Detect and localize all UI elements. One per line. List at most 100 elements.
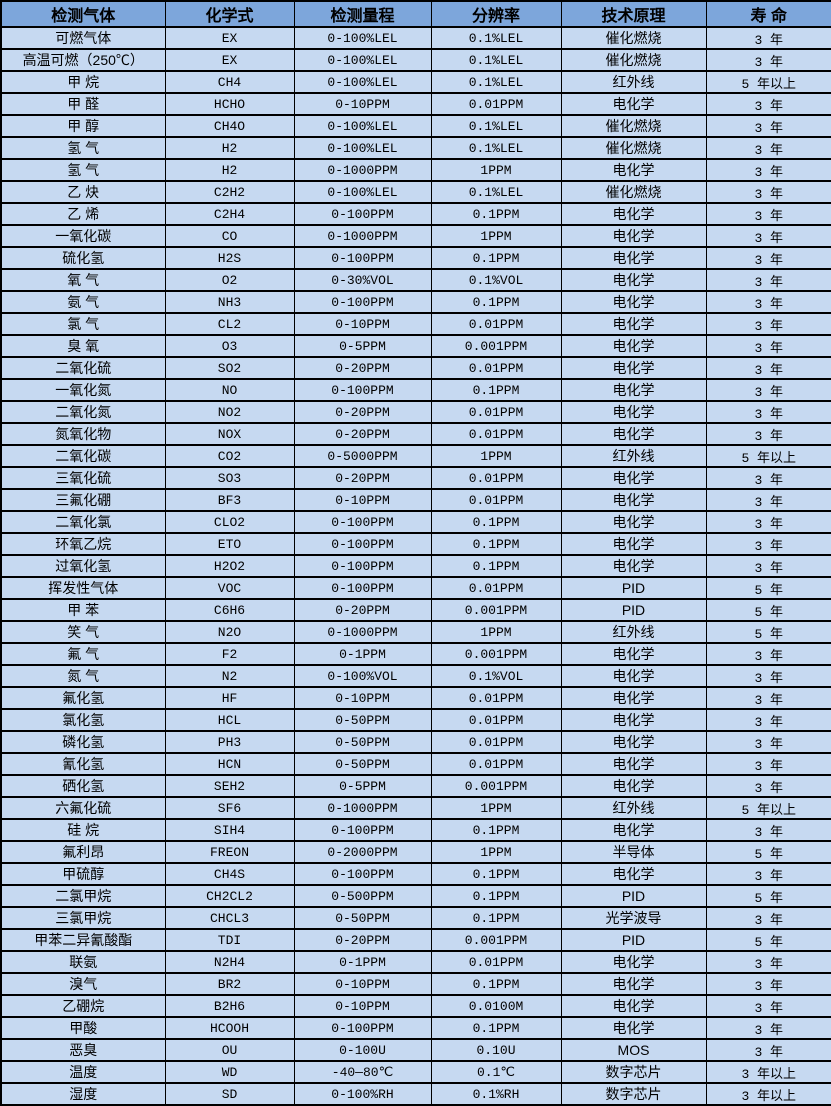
cell-lifespan: 5 年 xyxy=(705,928,831,952)
cell-principle: 电化学 xyxy=(560,554,707,578)
cell-lifespan: 3 年 xyxy=(705,202,831,226)
cell-formula: BR2 xyxy=(164,972,295,996)
cell-lifespan: 3 年 xyxy=(705,92,831,116)
cell-principle: 电化学 xyxy=(560,290,707,314)
cell-lifespan: 5 年 xyxy=(705,884,831,908)
cell-range: 0-10PPM xyxy=(293,92,432,116)
cell-principle: 电化学 xyxy=(560,158,707,182)
table-row: 氢 气 H2 0-1000PPM 1PPM 电化学 3 年 xyxy=(0,158,831,182)
header-cell: 技术原理 xyxy=(560,0,707,28)
cell-formula: CL2 xyxy=(164,312,295,336)
header-cell: 检测量程 xyxy=(293,0,432,28)
cell-gas-name: 二氧化氯 xyxy=(0,510,166,534)
cell-range: 0-30%VOL xyxy=(293,268,432,292)
cell-range: 0-100%LEL xyxy=(293,136,432,160)
cell-range: 0-100PPM xyxy=(293,862,432,886)
cell-range: 0-100PPM xyxy=(293,532,432,556)
table-row: 湿度 SD 0-100%RH 0.1%RH 数字芯片 3 年以上 xyxy=(0,1082,831,1106)
table-row: 硅 烷 SIH4 0-100PPM 0.1PPM 电化学 3 年 xyxy=(0,818,831,842)
cell-formula: TDI xyxy=(164,928,295,952)
cell-range: 0-1000PPM xyxy=(293,620,432,644)
cell-formula: C2H4 xyxy=(164,202,295,226)
cell-gas-name: 氧 气 xyxy=(0,268,166,292)
table-header: 检测气体 化学式 检测量程 分辨率 技术原理寿 命 xyxy=(0,0,831,28)
cell-range: 0-20PPM xyxy=(293,356,432,380)
cell-principle: 电化学 xyxy=(560,356,707,380)
cell-range: 0-20PPM xyxy=(293,928,432,952)
cell-formula: SD xyxy=(164,1082,295,1106)
cell-resolution: 0.001PPM xyxy=(430,334,562,358)
cell-resolution: 0.1PPM xyxy=(430,202,562,226)
cell-formula: PH3 xyxy=(164,730,295,754)
cell-principle: 数字芯片 xyxy=(560,1082,707,1106)
table-row: 氮 气 N2 0-100%VOL 0.1%VOL 电化学 3 年 xyxy=(0,664,831,688)
table-row: 氨 气 NH3 0-100PPM 0.1PPM 电化学 3 年 xyxy=(0,290,831,314)
header-row: 检测气体 化学式 检测量程 分辨率 技术原理寿 命 xyxy=(0,0,831,28)
table-row: 溴气 BR2 0-10PPM 0.1PPM 电化学 3 年 xyxy=(0,972,831,996)
table-row: 甲硫醇 CH4S 0-100PPM 0.1PPM 电化学 3 年 xyxy=(0,862,831,886)
cell-lifespan: 3 年 xyxy=(705,158,831,182)
table-row: 一氧化氮 NO 0-100PPM 0.1PPM 电化学 3 年 xyxy=(0,378,831,402)
table-row: 温度 WD -40—80℃ 0.1℃ 数字芯片 3 年以上 xyxy=(0,1060,831,1084)
cell-lifespan: 3 年 xyxy=(705,862,831,886)
table-row: 挥发性气体 VOC 0-100PPM 0.01PPM PID 5 年 xyxy=(0,576,831,600)
cell-gas-name: 温度 xyxy=(0,1060,166,1084)
cell-formula: HCOOH xyxy=(164,1016,295,1040)
cell-principle: 电化学 xyxy=(560,752,707,776)
cell-lifespan: 5 年 xyxy=(705,576,831,600)
cell-range: 0-10PPM xyxy=(293,972,432,996)
cell-principle: 电化学 xyxy=(560,532,707,556)
cell-formula: NH3 xyxy=(164,290,295,314)
cell-gas-name: 氮氧化物 xyxy=(0,422,166,446)
cell-range: 0-2000PPM xyxy=(293,840,432,864)
cell-resolution: 0.01PPM xyxy=(430,422,562,446)
cell-formula: O3 xyxy=(164,334,295,358)
cell-formula: SO2 xyxy=(164,356,295,380)
cell-principle: 电化学 xyxy=(560,312,707,336)
table-row: 甲酸 HCOOH 0-100PPM 0.1PPM 电化学 3 年 xyxy=(0,1016,831,1040)
cell-range: 0-20PPM xyxy=(293,422,432,446)
cell-range: -40—80℃ xyxy=(293,1060,432,1084)
cell-range: 0-50PPM xyxy=(293,752,432,776)
cell-principle: PID xyxy=(560,928,707,952)
cell-gas-name: 一氧化氮 xyxy=(0,378,166,402)
cell-range: 0-100%LEL xyxy=(293,48,432,72)
header-cell: 检测气体 xyxy=(0,0,166,28)
cell-resolution: 0.01PPM xyxy=(430,488,562,512)
cell-principle: 电化学 xyxy=(560,268,707,292)
cell-lifespan: 3 年 xyxy=(705,422,831,446)
cell-formula: CH2CL2 xyxy=(164,884,295,908)
cell-resolution: 0.01PPM xyxy=(430,466,562,490)
cell-lifespan: 3 年 xyxy=(705,510,831,534)
cell-gas-name: 硒化氢 xyxy=(0,774,166,798)
cell-gas-name: 氮 气 xyxy=(0,664,166,688)
cell-formula: NO2 xyxy=(164,400,295,424)
cell-lifespan: 3 年 xyxy=(705,290,831,314)
cell-resolution: 0.1PPM xyxy=(430,532,562,556)
table-row: 氟 气 F2 0-1PPM 0.001PPM 电化学 3 年 xyxy=(0,642,831,666)
cell-gas-name: 臭 氧 xyxy=(0,334,166,358)
table-row: 甲 烷 CH4 0-100%LEL 0.1%LEL 红外线 5 年以上 xyxy=(0,70,831,94)
cell-resolution: 0.0100M xyxy=(430,994,562,1018)
table-row: 磷化氢 PH3 0-50PPM 0.01PPM 电化学 3 年 xyxy=(0,730,831,754)
cell-formula: HCN xyxy=(164,752,295,776)
cell-gas-name: 一氧化碳 xyxy=(0,224,166,248)
cell-resolution: 0.1℃ xyxy=(430,1060,562,1084)
table-row: 三氧化硫 SO3 0-20PPM 0.01PPM 电化学 3 年 xyxy=(0,466,831,490)
cell-lifespan: 3 年 xyxy=(705,972,831,996)
cell-range: 0-100%VOL xyxy=(293,664,432,688)
table-row: 二氧化氯 CLO2 0-100PPM 0.1PPM 电化学 3 年 xyxy=(0,510,831,534)
cell-resolution: 1PPM xyxy=(430,840,562,864)
cell-gas-name: 环氧乙烷 xyxy=(0,532,166,556)
cell-principle: 电化学 xyxy=(560,730,707,754)
cell-lifespan: 3 年 xyxy=(705,686,831,710)
table-row: 二氯甲烷 CH2CL2 0-500PPM 0.1PPM PID 5 年 xyxy=(0,884,831,908)
cell-formula: H2S xyxy=(164,246,295,270)
cell-principle: 红外线 xyxy=(560,444,707,468)
cell-range: 0-100%LEL xyxy=(293,114,432,138)
cell-formula: CO2 xyxy=(164,444,295,468)
cell-gas-name: 挥发性气体 xyxy=(0,576,166,600)
cell-principle: 电化学 xyxy=(560,510,707,534)
cell-range: 0-100PPM xyxy=(293,576,432,600)
